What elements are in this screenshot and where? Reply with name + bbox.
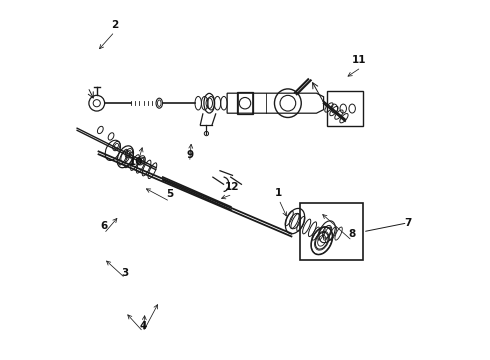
Text: 12: 12 xyxy=(225,182,240,192)
Bar xyxy=(300,203,363,260)
Text: 6: 6 xyxy=(100,221,107,231)
Text: 2: 2 xyxy=(111,19,118,30)
Text: 11: 11 xyxy=(352,55,367,65)
Text: 10: 10 xyxy=(129,157,143,167)
Text: 8: 8 xyxy=(348,229,356,239)
Text: 1: 1 xyxy=(275,188,283,198)
Bar xyxy=(237,93,253,114)
Text: 4: 4 xyxy=(140,321,147,332)
Text: 7: 7 xyxy=(404,218,411,228)
Bar xyxy=(327,91,363,126)
Text: 3: 3 xyxy=(122,268,129,278)
Text: 9: 9 xyxy=(186,150,193,160)
Text: 5: 5 xyxy=(167,189,173,199)
